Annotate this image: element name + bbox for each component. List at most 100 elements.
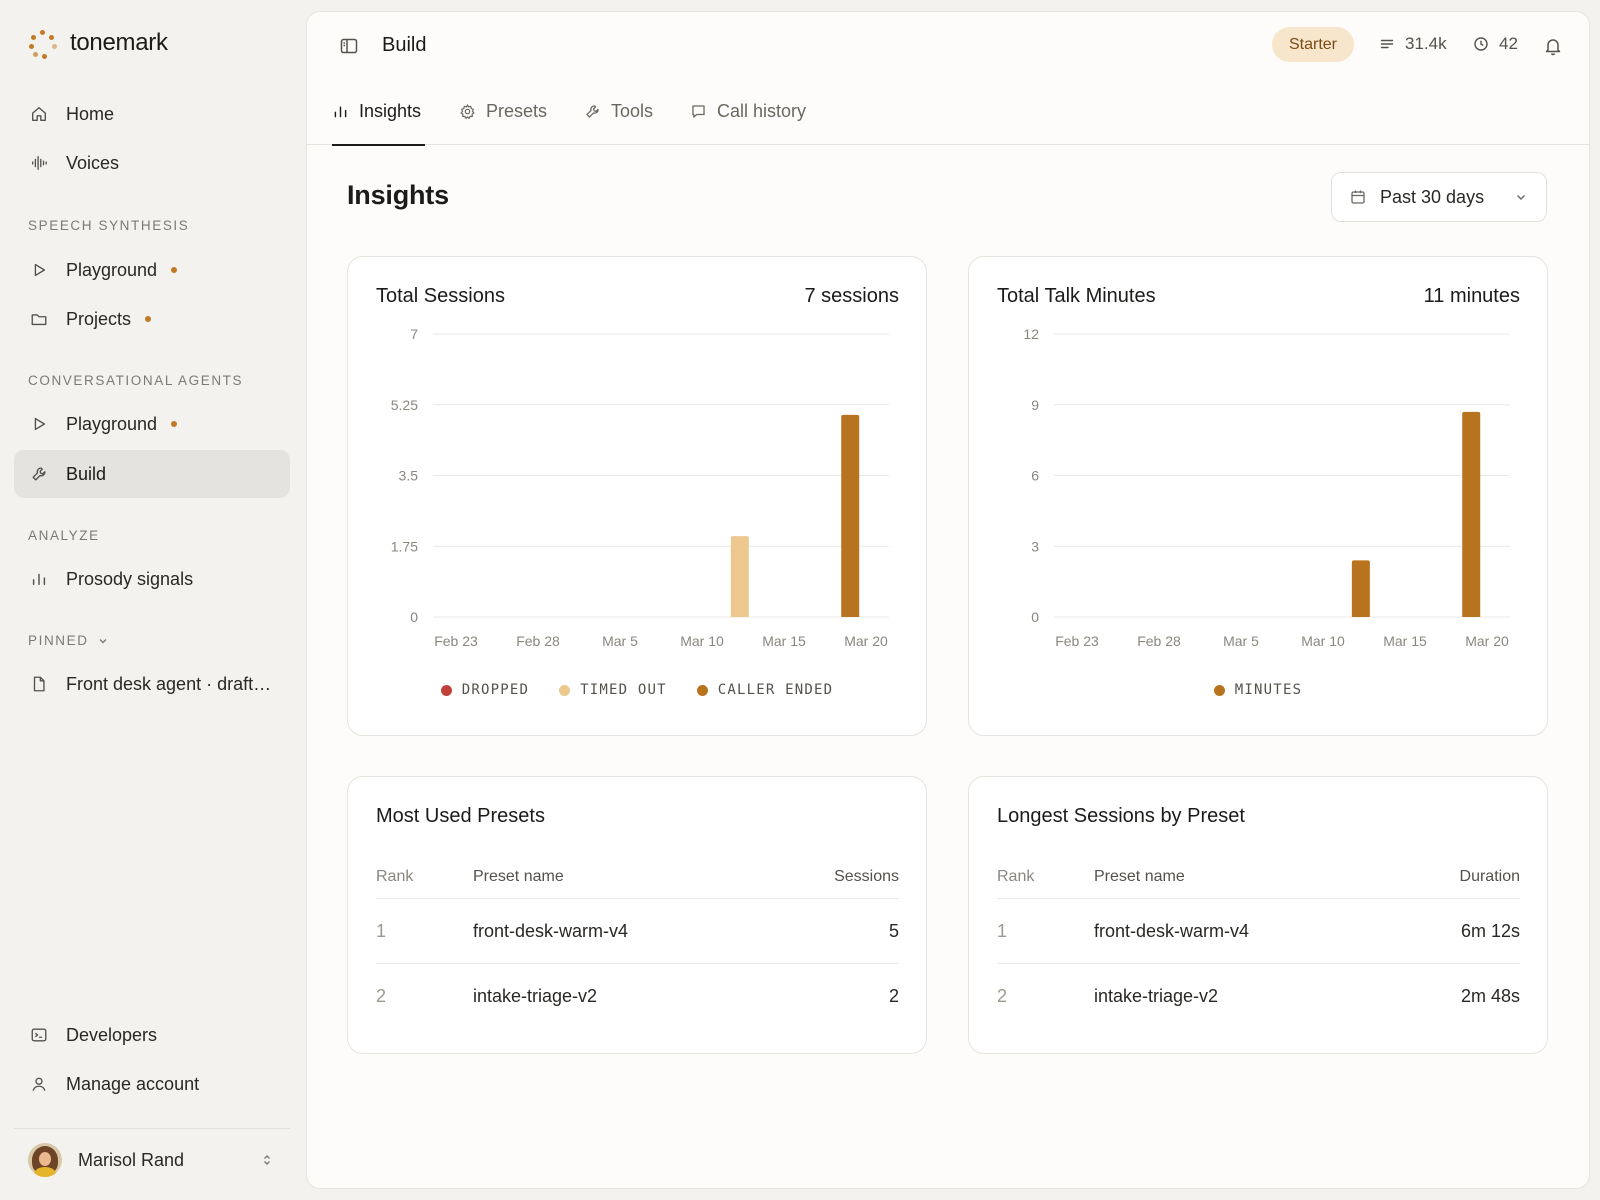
status-dot (171, 421, 178, 427)
brand-name: tonemark (70, 29, 168, 56)
sidebar-item-label: Prosody signals (66, 568, 194, 589)
sidebar-item-pinned-front-desk[interactable]: Front desk agent · draft… (14, 660, 290, 708)
section-label-conversational-agents: CONVERSATIONAL AGENTS (28, 373, 244, 388)
sidebar-item-agents-playground[interactable]: Playground (14, 400, 290, 448)
rank-cell: 2 (376, 986, 387, 1006)
card-title: Total Talk Minutes (997, 285, 1156, 307)
sidebar-item-label: Developers (66, 1024, 158, 1045)
legend-item-caller-ended[interactable]: CALLER ENDED (696, 682, 834, 698)
x-tick-label: Mar 15 (1383, 633, 1427, 649)
longest-sessions-card: Longest Sessions by Preset Rank Preset n… (968, 776, 1548, 1054)
x-tick-label: Mar 15 (762, 633, 806, 649)
sidebar-item-developers[interactable]: Developers (14, 1011, 290, 1059)
minutes-stat[interactable]: 42 (1473, 34, 1518, 54)
legend-label: TIMED OUT (580, 682, 667, 698)
chart-legend: MINUTES (969, 682, 1547, 698)
file-icon (28, 673, 50, 695)
bell-icon[interactable] (1543, 36, 1563, 56)
user-menu[interactable]: Marisol Rand (14, 1132, 290, 1188)
play-icon (28, 259, 50, 281)
user-name: Marisol Rand (78, 1149, 185, 1170)
play-icon (28, 413, 50, 435)
tab-call-history[interactable]: Call history (690, 78, 806, 145)
brand[interactable]: tonemark (28, 28, 168, 59)
sidebar-item-speech-playground[interactable]: Playground (14, 246, 290, 294)
table-row[interactable]: 1 front-desk-warm-v4 6m 12s (997, 899, 1520, 964)
bar-minutes (1351, 560, 1370, 617)
y-tick-label: 3 (1031, 538, 1039, 554)
wrench-icon (586, 105, 599, 118)
tab-tools[interactable]: Tools (584, 78, 653, 145)
column-header-sessions[interactable]: Sessions (834, 867, 899, 885)
section-label-pinned[interactable]: PINNED (28, 633, 109, 648)
y-tick-label: 0 (410, 609, 418, 625)
legend-label: DROPPED (461, 682, 530, 698)
sidebar-item-build[interactable]: Build (14, 450, 290, 498)
tab-label: Presets (486, 101, 548, 121)
sidebar-item-label: Projects (66, 308, 132, 329)
chevron-down-icon (1517, 195, 1525, 200)
date-range-value: Past 30 days (1380, 186, 1485, 207)
chart-legend: DROPPED TIMED OUT CALLER ENDED (348, 682, 926, 698)
bar-chart-icon (334, 106, 347, 118)
y-tick-label: 7 (410, 326, 418, 342)
section-label-speech-synthesis: SPEECH SYNTHESIS (28, 218, 190, 233)
rank-cell: 2 (997, 986, 1008, 1006)
card-title: Longest Sessions by Preset (997, 805, 1245, 827)
column-header-rank[interactable]: Rank (376, 867, 414, 885)
y-tick-label: 0 (1031, 609, 1039, 625)
credits-stat[interactable]: 31.4k (1379, 34, 1447, 54)
card-title: Most Used Presets (376, 805, 545, 827)
legend-swatch (1213, 684, 1225, 696)
column-header-duration[interactable]: Duration (1459, 867, 1520, 885)
sidebar-item-prosody-signals[interactable]: Prosody signals (14, 555, 290, 603)
section-label-analyze: ANALYZE (28, 528, 100, 543)
tab-insights[interactable]: Insights (332, 78, 425, 146)
column-header-rank[interactable]: Rank (997, 867, 1035, 885)
legend-item-minutes[interactable]: MINUTES (1213, 682, 1303, 698)
preset-name-cell: front-desk-warm-v4 (473, 920, 629, 941)
x-tick-label: Feb 28 (516, 633, 560, 649)
column-header-name[interactable]: Preset name (473, 867, 564, 885)
presets-table: Rank Preset name Sessions 1 front-desk-w… (376, 855, 899, 1029)
topbar: Build Starter 31.4k 42 (307, 12, 1589, 78)
y-tick-label: 12 (1023, 326, 1039, 342)
minutes-value: 42 (1499, 34, 1518, 53)
section-label-text: PINNED (28, 633, 89, 648)
terminal-icon (28, 1024, 50, 1046)
table-row[interactable]: 2 intake-triage-v2 2m 48s (997, 964, 1520, 1029)
table-row[interactable]: 1 front-desk-warm-v4 5 (376, 899, 899, 964)
y-tick-label: 3.5 (399, 468, 419, 484)
sidebar-item-voices[interactable]: Voices (14, 139, 290, 187)
x-tick-label: Feb 23 (1055, 633, 1099, 649)
avatar (28, 1143, 62, 1177)
rank-cell: 1 (997, 920, 1008, 941)
sidebar-item-manage-account[interactable]: Manage account (14, 1060, 290, 1108)
clock-icon (1474, 37, 1488, 51)
legend-item-timed-out[interactable]: TIMED OUT (559, 682, 667, 698)
minutes-chart-card: 0 3 6 9 12 Feb 23 Feb 28 Mar 5 Mar 10 Mar 15 Mar 2… (968, 256, 1548, 736)
legend-item-dropped[interactable]: DROPPED (440, 682, 530, 698)
card-total: 7 sessions (804, 285, 900, 307)
sidebar-item-label: Home (66, 103, 115, 124)
legend-swatch (559, 684, 571, 696)
breadcrumb: Build (382, 34, 427, 56)
brand-logo-icon (28, 28, 58, 59)
sidebar-item-home[interactable]: Home (14, 90, 290, 138)
y-tick-label: 9 (1031, 397, 1039, 413)
y-tick-label: 6 (1031, 468, 1039, 484)
tab-label: Insights (359, 101, 422, 121)
sessions-cell: 2 (888, 986, 899, 1006)
home-icon (28, 103, 50, 125)
plan-badge[interactable]: Starter (1272, 27, 1354, 62)
tab-presets[interactable]: Presets (459, 78, 547, 145)
sidebar-toggle-icon[interactable] (339, 36, 359, 56)
column-header-name[interactable]: Preset name (1094, 867, 1185, 885)
table-row[interactable]: 2 intake-triage-v2 2 (376, 964, 899, 1029)
date-range-select[interactable]: Past 30 days (1331, 172, 1547, 222)
bar-minutes (1462, 411, 1481, 617)
legend-label: MINUTES (1234, 682, 1303, 698)
sidebar-item-projects[interactable]: Projects (14, 295, 290, 343)
user-icon (28, 1073, 50, 1095)
bar-timed-out (730, 536, 749, 617)
